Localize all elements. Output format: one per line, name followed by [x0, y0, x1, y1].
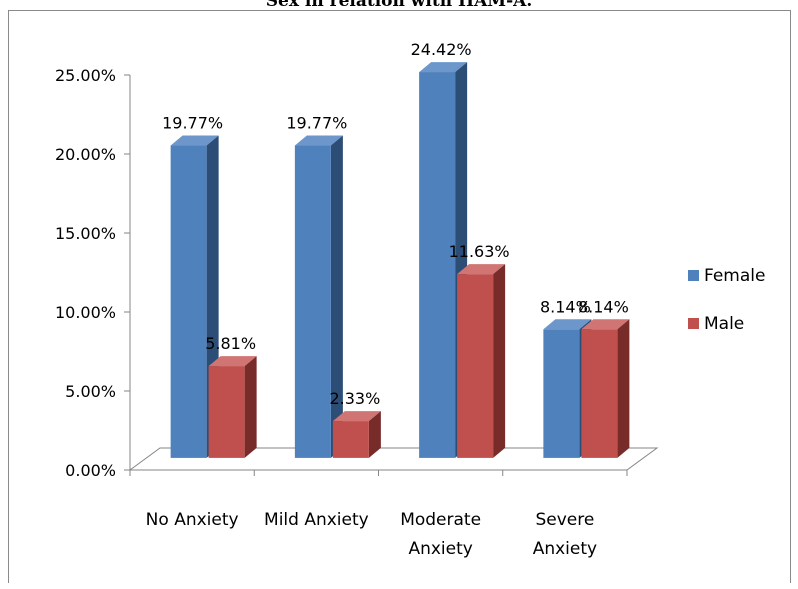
bar-male-front [581, 329, 618, 458]
bar-female-top [543, 319, 592, 330]
bar-female-side [330, 135, 343, 458]
data-label-female: 24.42% [411, 40, 472, 59]
y-tick-label: 0.00% [65, 461, 116, 480]
bar-male-top [581, 319, 630, 330]
bar-female [294, 135, 343, 458]
bar-female-top [419, 62, 468, 73]
bar-female-top [170, 135, 219, 146]
y-tick-label: 25.00% [55, 66, 116, 85]
legend-label-male: Male [704, 314, 744, 334]
legend-label-female: Female [704, 266, 765, 286]
chart-title: Sex in relation with HAM-A. [265, 0, 533, 11]
legend-swatch-male [688, 318, 699, 329]
x-category-label: Mild Anxiety [264, 510, 369, 530]
data-label-male: 5.81% [205, 334, 256, 353]
bar-male-top [332, 411, 381, 422]
bar-male [208, 356, 257, 458]
x-category-label: Severe [535, 510, 594, 530]
x-category-label: Anxiety [408, 539, 472, 559]
x-category-label: Anxiety [533, 539, 597, 559]
bar-male [581, 319, 630, 458]
bar-male-side [244, 356, 257, 458]
bar-male-top [457, 264, 506, 275]
data-label-female: 8.14% [540, 297, 591, 316]
data-label-male: 11.63% [449, 242, 510, 261]
y-tick-label: 20.00% [55, 145, 116, 164]
data-label-male: 8.14% [578, 297, 629, 316]
data-label-female: 19.77% [286, 114, 347, 133]
x-category-label: No Anxiety [146, 510, 239, 530]
y-tick-label: 5.00% [65, 382, 116, 401]
bar-male [332, 411, 381, 458]
bar-male-front [208, 366, 245, 458]
bar-male-top [208, 356, 257, 367]
bar-female-front [294, 145, 331, 458]
x-category-label: Moderate [400, 510, 481, 530]
bar-male [457, 264, 506, 458]
bar-male-front [457, 274, 494, 458]
legend-swatch-female [688, 270, 699, 281]
bar-male-front [332, 421, 369, 458]
chart-frame [8, 10, 791, 583]
bar-female-front [170, 145, 207, 458]
data-label-female: 19.77% [162, 114, 223, 133]
bar-male-side [493, 264, 506, 458]
bar-female-front [543, 329, 580, 458]
y-tick-label: 15.00% [55, 224, 116, 243]
bar-female-front [419, 72, 456, 458]
bar-male-side [368, 411, 381, 458]
bar-male-side [617, 319, 630, 458]
data-label-male: 2.33% [329, 389, 380, 408]
bar-female-top [294, 135, 343, 146]
chart-floor [128, 447, 659, 471]
y-tick-label: 10.00% [55, 303, 116, 322]
